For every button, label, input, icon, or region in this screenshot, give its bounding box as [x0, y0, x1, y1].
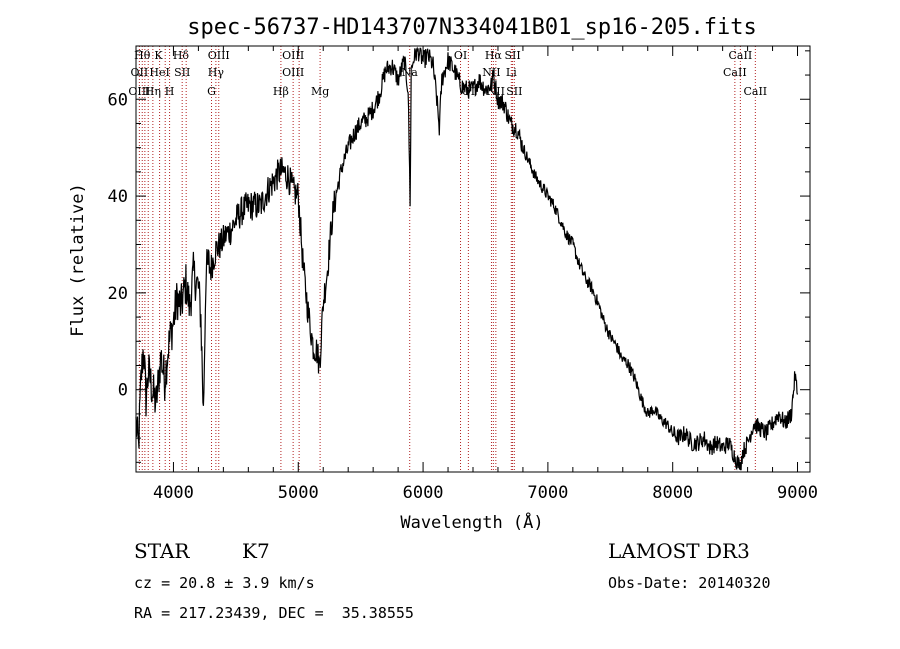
spectral-line-markers: [138, 46, 756, 472]
line-label-10: Hγ: [208, 66, 225, 79]
line-label-17: OI: [454, 49, 467, 62]
line-label-15: Mg: [311, 85, 329, 98]
line-label-1: OII: [131, 66, 149, 79]
line-label-13: OIII: [282, 66, 304, 79]
line-label-5: Hη: [145, 85, 161, 98]
x-axis-label: Wavelength (Å): [400, 511, 543, 533]
line-label-21: NII: [482, 66, 500, 79]
line-label-0: Hθ: [134, 49, 151, 62]
coordinates: RA = 217.23439, DEC = 35.38555: [134, 604, 414, 622]
line-label-7: SII: [174, 66, 190, 79]
line-label-20: SII: [504, 49, 520, 62]
y-tick-label-0: 0: [118, 381, 128, 401]
spectral-subclass: K7: [242, 539, 270, 563]
y-axis: 0 20 40 60: [108, 50, 810, 463]
x-tick-label-1: 5000: [278, 483, 319, 503]
line-label-6: Hδ: [173, 49, 190, 62]
plot-frame: [135, 45, 811, 473]
line-label-25: CaII: [729, 49, 753, 62]
survey-name: LAMOST DR3: [608, 539, 750, 563]
line-label-24: SII: [506, 85, 522, 98]
x-tick-label-4: 8000: [652, 483, 693, 503]
y-tick-label-3: 60: [108, 90, 128, 110]
chart-title: spec-56737-HD143707N334041B01_sp16-205.f…: [187, 15, 757, 40]
redshift-value: cz = 20.8 ± 3.9 km/s: [134, 574, 315, 592]
x-tick-label-0: 4000: [153, 483, 194, 503]
line-label-19: Hα: [485, 49, 503, 62]
line-label-9: OIII: [208, 49, 230, 62]
line-label-2: OIII: [128, 85, 150, 98]
line-label-22: Li: [506, 66, 517, 79]
x-tick-label-2: 6000: [403, 483, 444, 503]
line-label-27: CaII: [743, 85, 767, 98]
spectral-line-labels: Hθ OII OIII K HeI Hη Hδ SII H OIII Hγ G OIII OIII Hβ Mg…: [128, 49, 767, 98]
x-tick-label-5: 9000: [777, 483, 818, 503]
line-label-8: H: [165, 85, 175, 98]
y-tick-label-2: 40: [108, 187, 128, 207]
x-tick-label-3: 7000: [527, 483, 568, 503]
line-label-11: G: [207, 85, 216, 98]
x-axis: 4000 5000 6000 7000 8000 9000: [153, 46, 818, 503]
spectrum-series: [135, 46, 799, 471]
object-class: STAR: [134, 539, 190, 563]
line-label-3: K: [154, 49, 163, 62]
line-label-14: Hβ: [273, 85, 289, 98]
y-tick-label-1: 20: [108, 284, 128, 304]
y-axis-label: Flux (relative): [68, 183, 88, 337]
observation-date: Obs-Date: 20140320: [608, 574, 771, 592]
line-label-4: HeI: [149, 66, 169, 79]
line-label-12: OIII: [282, 49, 304, 62]
line-label-26: CaII: [723, 66, 747, 79]
